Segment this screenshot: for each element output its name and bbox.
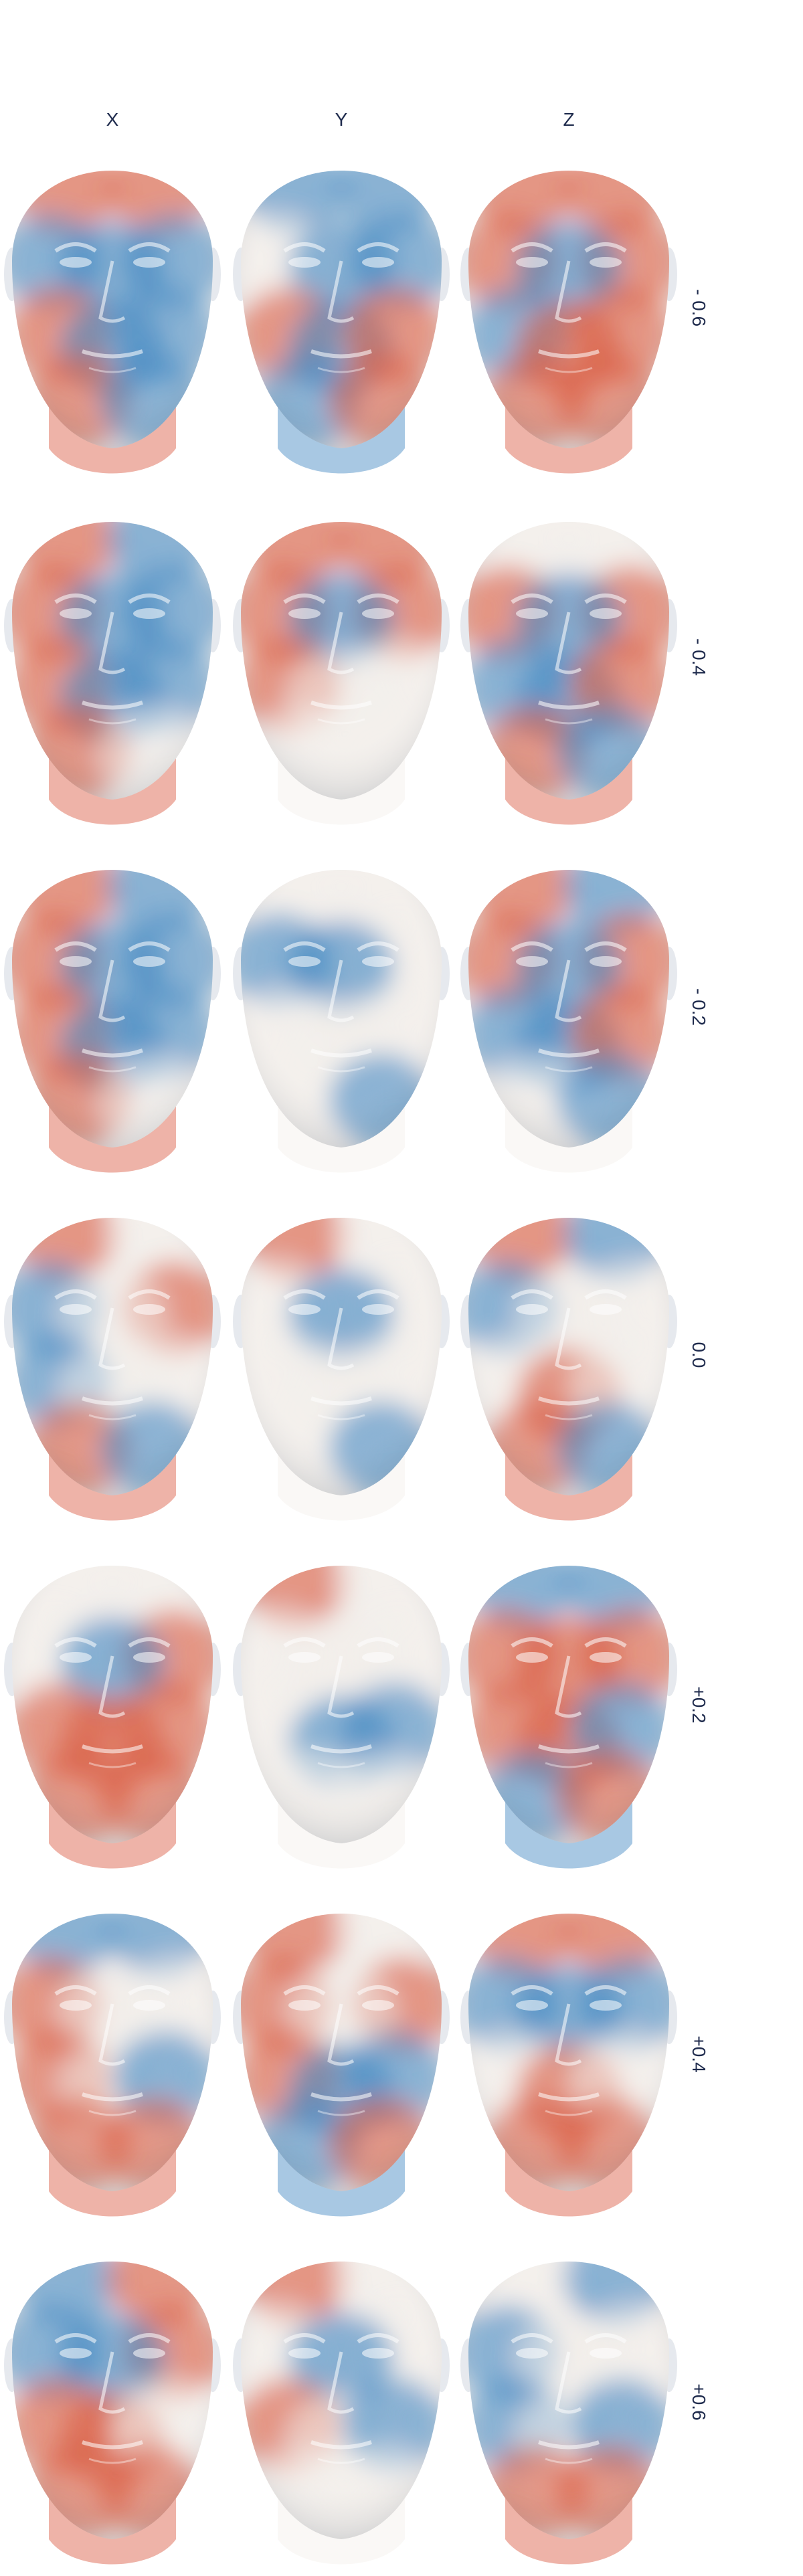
row-label-6: +0.4 [689,2035,709,2072]
head-shading [12,870,213,1147]
facial-features [283,1985,399,2116]
row-label-5: +0.2 [689,1686,709,1723]
facial-features [54,1985,171,2116]
facial-features [283,1637,399,1768]
face-x-row-2 [4,522,221,825]
face-z-row-4 [460,1218,677,1521]
facial-features [283,941,399,1073]
head-shading [468,1218,669,1495]
face-z-row-1 [460,171,677,474]
face-y-row-3 [233,870,450,1173]
head-shading [241,1914,442,2191]
facial-features [511,1637,627,1768]
face-x-row-4 [4,1218,221,1521]
head-shading [12,1566,213,1843]
head-shading [241,1218,442,1495]
head-shading [468,870,669,1147]
face-y-row-6 [233,1914,450,2217]
head-shading [468,522,669,800]
head-shading [468,1914,669,2191]
facial-features [511,593,627,725]
face-x-row-5 [4,1566,221,1869]
column-label-y: Y [335,109,348,130]
facial-features [283,1289,399,1420]
face-x-row-6 [4,1914,221,2217]
face-x-row-7 [4,2262,221,2565]
facial-features [283,593,399,725]
column-label-x: X [106,109,119,130]
facial-features [54,2333,171,2464]
face-y-row-5 [233,1566,450,1869]
row-label-2: - 0.4 [689,638,709,676]
head-shading [12,171,213,448]
facial-features [54,941,171,1073]
facial-features [54,242,171,373]
face-y-row-7 [233,2262,450,2565]
facial-features [283,2333,399,2464]
head-shading [241,1566,442,1843]
column-label-z: Z [563,109,574,130]
facial-features [511,1985,627,2116]
head-shading [12,1218,213,1495]
face-z-row-6 [460,1914,677,2217]
face-y-row-2 [233,522,450,825]
face-z-row-2 [460,522,677,825]
face-y-row-1 [233,171,450,474]
facial-features [511,941,627,1073]
facial-features [511,1289,627,1420]
head-shading [241,171,442,448]
facial-features [54,1637,171,1768]
facial-features [54,593,171,725]
face-z-row-3 [460,870,677,1173]
face-x-row-3 [4,870,221,1173]
head-shading [468,1566,669,1843]
head-shading [241,870,442,1147]
head-shading [12,2262,213,2539]
row-label-1: - 0.6 [689,289,709,327]
row-label-7: +0.6 [689,2383,709,2420]
head-shading [241,2262,442,2539]
facial-features [511,2333,627,2464]
head-shading [468,171,669,448]
facial-features [511,242,627,373]
face-z-row-5 [460,1566,677,1869]
row-label-3: - 0.2 [689,988,709,1026]
row-label-4: 0.0 [689,1342,709,1368]
facial-features [54,1289,171,1420]
head-shading [241,522,442,800]
face-z-row-7 [460,2262,677,2565]
face-y-row-4 [233,1218,450,1521]
faces-layer [4,171,677,2565]
head-shading [12,522,213,800]
head-shading [468,2262,669,2539]
facial-features [283,242,399,373]
head-shading [12,1914,213,2191]
face-x-row-1 [4,171,221,474]
